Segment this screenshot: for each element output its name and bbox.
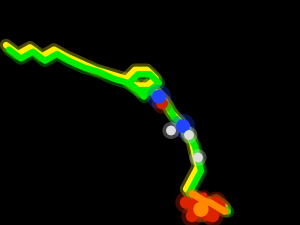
Point: [169, 129, 173, 132]
Point: [211, 214, 215, 218]
Point: [196, 156, 200, 159]
Point: [160, 102, 164, 105]
Point: [190, 214, 194, 218]
Point: [199, 207, 203, 211]
Point: [181, 124, 185, 128]
Point: [184, 201, 188, 204]
Point: [214, 201, 218, 204]
Point: [157, 95, 161, 99]
Point: [211, 214, 215, 218]
Point: [157, 95, 161, 99]
Point: [196, 156, 200, 159]
Point: [187, 133, 191, 137]
Point: [160, 102, 164, 105]
Point: [214, 201, 218, 204]
Point: [181, 124, 185, 128]
Point: [190, 214, 194, 218]
Point: [199, 207, 203, 211]
Point: [184, 201, 188, 204]
Point: [187, 133, 191, 137]
Point: [169, 129, 173, 132]
